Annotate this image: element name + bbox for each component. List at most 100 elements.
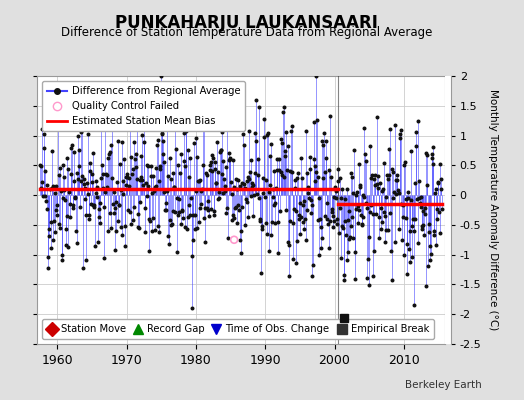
Point [142,180,150,186]
Point [296,230,304,237]
Point [434,179,443,186]
Point [76,204,84,210]
Point [431,190,439,196]
Point [228,191,236,197]
Point [220,175,228,182]
Point [285,273,293,280]
Point [193,225,201,231]
Point [430,231,438,238]
Point [84,216,93,223]
Point [429,144,437,150]
Point [171,114,180,121]
Point [85,212,93,218]
Point [178,206,186,213]
Point [199,162,207,168]
Text: Difference of Station Temperature Data from Regional Average: Difference of Station Temperature Data f… [61,26,432,39]
Point [208,152,216,159]
Point [305,166,314,172]
Point [205,212,213,219]
Point [201,239,209,245]
Point [413,196,421,202]
Point [103,184,112,190]
Point [119,178,127,184]
Point [254,172,263,178]
Point [213,138,221,145]
Point [406,227,414,234]
Point [260,134,269,141]
Point [225,154,234,161]
Point [401,196,410,202]
Point [169,208,177,215]
Point [195,177,204,183]
Point [124,183,133,189]
Point [75,163,84,170]
Point [285,242,293,248]
Point [85,160,94,166]
Point [363,205,371,211]
Point [135,225,143,231]
Point [157,129,166,136]
Point [368,171,376,178]
Point [237,228,246,234]
Point [151,183,160,190]
Point [288,169,296,175]
Point [288,123,297,130]
Point [82,212,91,218]
Point [313,117,321,123]
Text: Berkeley Earth: Berkeley Earth [406,380,482,390]
Point [52,207,61,213]
Point [41,168,50,174]
Point [377,205,386,211]
Point [54,126,62,132]
Point [301,216,309,222]
Point [303,207,311,214]
Point [261,194,269,200]
Point [37,162,46,169]
Point [183,226,191,232]
Point [244,174,253,180]
Point [370,172,379,178]
Point [330,218,339,224]
Point [165,173,173,179]
Point [251,130,259,136]
Point [134,224,143,230]
Point [347,214,356,220]
Point [110,188,118,195]
Point [48,148,56,154]
Point [177,220,185,227]
Point [161,200,170,206]
Point [350,146,358,153]
Point [376,226,385,233]
Point [358,222,366,228]
Point [417,204,425,211]
Point [78,126,86,133]
Point [353,220,362,226]
Point [346,234,354,240]
Point [116,224,125,230]
Point [137,153,146,160]
Point [372,211,380,217]
Point [174,162,182,168]
Point [372,181,380,188]
Point [219,158,227,164]
Point [92,178,101,184]
Point [408,254,416,260]
Point [113,179,121,186]
Point [139,182,147,188]
Point [145,248,154,254]
Point [232,176,240,182]
Point [101,98,110,104]
Point [143,162,151,168]
Point [304,189,313,196]
Point [102,171,111,178]
Point [219,190,227,196]
Point [174,208,183,215]
Point [266,153,274,159]
Point [290,205,298,212]
Point [107,175,116,181]
Point [414,178,423,184]
Point [395,226,403,232]
Point [60,174,68,180]
Point [182,104,190,110]
Point [126,124,135,131]
